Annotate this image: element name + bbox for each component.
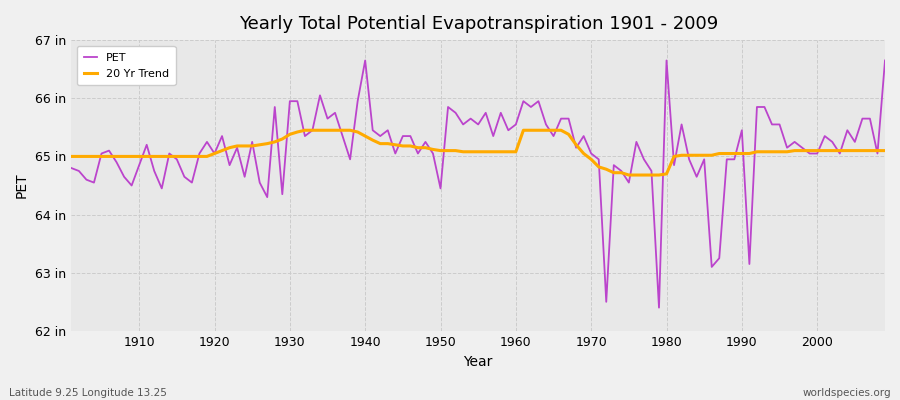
20 Yr Trend <box>510 149 521 154</box>
Line: PET: PET <box>71 60 885 308</box>
PET <box>292 99 302 104</box>
Text: worldspecies.org: worldspecies.org <box>803 388 891 398</box>
Text: Latitude 9.25 Longitude 13.25: Latitude 9.25 Longitude 13.25 <box>9 388 166 398</box>
Y-axis label: PET: PET <box>15 173 29 198</box>
PET <box>608 163 619 168</box>
20 Yr Trend <box>518 128 529 133</box>
PET <box>879 58 890 63</box>
PET <box>338 134 348 138</box>
20 Yr Trend <box>126 154 137 159</box>
PET <box>360 58 371 63</box>
PET <box>653 305 664 310</box>
PET <box>510 122 521 127</box>
X-axis label: Year: Year <box>464 355 493 369</box>
PET <box>126 183 137 188</box>
PET <box>66 166 77 170</box>
20 Yr Trend <box>66 154 77 159</box>
Title: Yearly Total Potential Evapotranspiration 1901 - 2009: Yearly Total Potential Evapotranspiratio… <box>238 15 718 33</box>
PET <box>518 99 529 104</box>
20 Yr Trend <box>608 170 619 175</box>
20 Yr Trend <box>345 128 356 133</box>
20 Yr Trend <box>624 173 634 178</box>
20 Yr Trend <box>292 130 302 134</box>
20 Yr Trend <box>879 148 890 153</box>
Line: 20 Yr Trend: 20 Yr Trend <box>71 130 885 175</box>
20 Yr Trend <box>300 128 310 133</box>
Legend: PET, 20 Yr Trend: PET, 20 Yr Trend <box>76 46 176 86</box>
